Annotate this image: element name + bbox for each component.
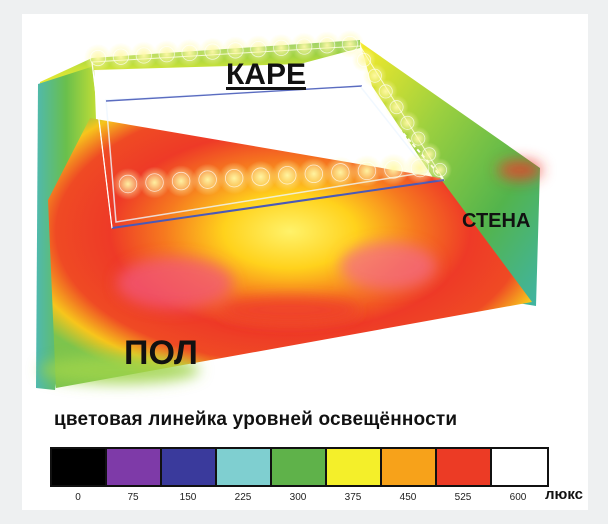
lamp-fixture [227, 42, 244, 59]
ceiling-lamps-right-row [352, 48, 452, 182]
lamp-fixture [341, 35, 359, 53]
legend-title: цветовая линейка уровней освещённости [54, 409, 458, 430]
lamp-glow [324, 156, 357, 189]
lamp-fixture [278, 166, 297, 185]
lamp-glow [313, 31, 342, 60]
lamp-glow [267, 33, 296, 62]
lamp-fixture [357, 161, 377, 181]
lamp-fixture [224, 168, 244, 188]
scale-tick-label: 225 [234, 492, 252, 503]
lamp-fixture [251, 167, 270, 186]
lamp-fixture [145, 173, 164, 192]
lamp-fixture [273, 39, 290, 56]
lamp-glow [152, 40, 181, 69]
lamp-glow [198, 37, 227, 66]
illuminance-3d-scene [36, 30, 542, 390]
lamp-glow [106, 42, 135, 71]
scale-tick-label: 300 [289, 492, 307, 503]
lamp-fixture [181, 44, 198, 62]
lamp-glow [244, 160, 277, 193]
scale-tick-label: 525 [454, 492, 472, 503]
lamp-fixture [118, 174, 138, 194]
lamp-glow [165, 165, 198, 198]
lamp-fixture [389, 100, 404, 115]
lamp-fixture [198, 170, 217, 189]
lamp-fixture [422, 147, 437, 162]
scale-swatch [217, 449, 272, 485]
lamp-glow [428, 158, 452, 182]
lamp-fixture [356, 53, 371, 68]
lamp-fixture [384, 160, 403, 179]
lamp-fixture [250, 40, 267, 58]
lamp-fixture [158, 46, 175, 63]
lamp-fixture [304, 164, 324, 184]
scale-tick-label: 0 [75, 492, 81, 503]
lamp-glow [112, 168, 144, 200]
scale-tick-label: 150 [179, 492, 197, 503]
lamp-fixture [367, 68, 382, 83]
scale-tick-label: 600 [509, 492, 527, 503]
lamp-glow [191, 163, 224, 196]
scale-swatch [162, 449, 217, 485]
lamp-glow [350, 154, 383, 187]
lamp-fixture [400, 115, 415, 130]
scale-swatch [327, 449, 382, 485]
lamp-fixture [296, 38, 313, 55]
scale-unit: люкс [545, 486, 583, 503]
lamp-glow [290, 32, 319, 61]
lamp-fixture [135, 47, 152, 64]
lamp-fixture [331, 163, 350, 182]
scale-swatch [52, 449, 107, 485]
lamp-glow [377, 153, 410, 186]
lamp-fixture [89, 49, 107, 67]
scale-tick-label: 450 [399, 492, 417, 503]
scale-swatch [437, 449, 492, 485]
lamp-fixture [318, 37, 336, 54]
lamp-glow [297, 157, 330, 190]
lamp-fixture [171, 171, 191, 191]
label-floor: ПОЛ [124, 334, 198, 372]
lamp-glow [84, 44, 112, 72]
lamp-glow [129, 41, 158, 70]
ceiling-lamps-back-row [84, 30, 364, 72]
lamp-glow [221, 36, 250, 65]
lamp-glow [244, 35, 273, 64]
lamp-fixture [411, 131, 426, 146]
scale-swatch [107, 449, 162, 485]
label-wall: СТЕНА [462, 210, 531, 232]
floor-hotspots [40, 160, 542, 384]
label-ceiling: КАРЕ [226, 58, 306, 91]
lamp-glow [271, 159, 304, 192]
scale-swatch [382, 449, 437, 485]
scale-swatch [272, 449, 327, 485]
lamp-glow [175, 38, 204, 67]
scale-tick-label: 75 [127, 492, 139, 503]
lamp-glow [138, 166, 171, 199]
lamp-fixture [432, 162, 447, 177]
scale-swatch [492, 449, 547, 485]
scale-tick-label: 375 [344, 492, 362, 503]
lamp-fixture [112, 48, 130, 65]
lamp-glow [218, 162, 251, 195]
lamp-fixture [378, 84, 393, 99]
ceiling-lamps-front-row [112, 152, 436, 200]
lamp-fixture [204, 43, 221, 60]
color-scale [50, 447, 549, 487]
